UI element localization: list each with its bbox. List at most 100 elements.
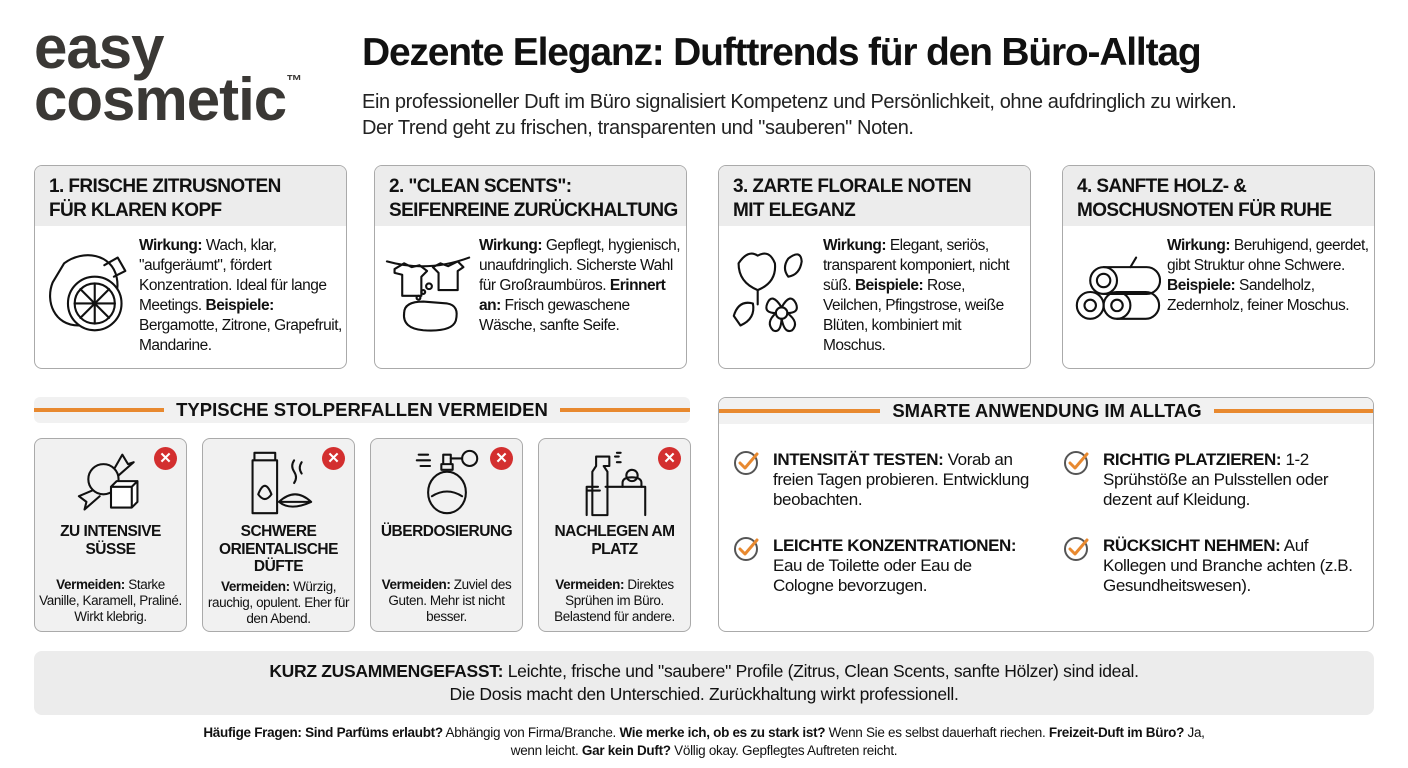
label: Vermeiden: (220, 578, 290, 594)
perfume-bottle-icon (409, 449, 485, 517)
label: Beispiele: (1167, 277, 1236, 294)
close-x-icon: ✕ (490, 447, 513, 470)
page-title: Dezente Eleganz: Dufttrends für den Büro… (362, 31, 1202, 74)
title-line: 3. ZARTE FLORALE NOTEN (733, 176, 972, 197)
label: RÜCKSICHT NEHMEN: (1103, 536, 1281, 555)
text: Direktes Sprühen im Büro. Belastend für … (554, 577, 675, 624)
trademark: ™ (286, 73, 303, 90)
text: Rose, Veilchen, Pfingstrose, weiße Blüte… (823, 277, 1004, 354)
text: Zuviel des Guten. Mehr ist nicht besser. (388, 577, 512, 624)
pitfall-title: ZU INTENSIVE SÜSSE (60, 523, 161, 558)
trend-card-text: Wirkung: Wach, klar, "aufgeräumt", förde… (139, 236, 343, 356)
text: Elegant, seriös, transparent komponiert,… (823, 237, 1010, 294)
trend-card-title: 3. ZARTE FLORALE NOTEN MIT ELEGANZ (719, 166, 1030, 226)
laundry-soap-icon (385, 244, 473, 340)
trend-card-text: Wirkung: Elegant, seriös, transparent ko… (823, 236, 1027, 356)
label: Vermeiden: (56, 577, 125, 592)
label: Beispiele: (205, 297, 275, 314)
title-line: MOSCHUSNOTEN FÜR RUHE (1077, 200, 1332, 221)
pitfall-title: NACHLEGEN AM PLATZ (554, 523, 675, 558)
trend-card: 4. SANFTE HOLZ- & MOSCHUSNOTEN FÜR RUHE Wi… (1062, 165, 1375, 369)
pitfall-text: Vermeiden: Starke Vanille, Karamell, Pra… (38, 574, 183, 625)
pitfall-text: Vermeiden: Direktes Sprühen im Büro. Bel… (542, 574, 687, 625)
trend-card-title: 2. "CLEAN SCENTS": SEIFENREINE ZURÜCKHALT… (375, 166, 686, 226)
trend-card: 3. ZARTE FLORALE NOTEN MIT ELEGANZ Wirkung… (718, 165, 1031, 369)
subtitle-line: Ein professioneller Duft im Büro signali… (362, 91, 1237, 113)
usage-tip: RICHTIG PLATZIEREN: 1-2 Sprühstöße an Pu… (1064, 450, 1365, 510)
summary-line2: Die Dosis macht den Unterschied. Zurückh… (449, 684, 959, 704)
label: Wirkung: (1167, 237, 1231, 254)
summary-label: KURZ ZUSAMMENGEFASST: (269, 661, 504, 681)
faq: Häufige Fragen: Sind Parfüms erlaubt? Ab… (190, 724, 1218, 760)
spray-desk-icon (577, 449, 653, 517)
faq-question: Häufige Fragen: Sind Parfüms erlaubt? (203, 725, 443, 740)
usage-tip: LEICHTE KONZENTRATIONEN: Eau de Toilette… (734, 536, 1035, 596)
title-line: 2. "CLEAN SCENTS": (389, 176, 572, 197)
pitfall-card: ✕ ZU INTENSIVE SÜSSE Vermeiden: Starke Van… (34, 438, 187, 632)
text: Bergamotte, Zitrone, Grapefruit, Mandari… (139, 317, 342, 354)
label: RICHTIG PLATZIEREN: (1103, 450, 1282, 469)
faq-question: Wie merke ich, ob es zu stark ist? (619, 725, 826, 740)
trend-card: 2. "CLEAN SCENTS": SEIFENREINE ZURÜCKHALT… (374, 165, 687, 369)
usage-heading: SMARTE ANWENDUNG IM ALLTAG (719, 398, 1373, 424)
text: Auf Kollegen und Branche achten (z.B. Ge… (1103, 536, 1353, 595)
usage-panel: SMARTE ANWENDUNG IM ALLTAG INTENSITÄT TE… (718, 397, 1374, 632)
text: Frisch gewaschene Wäsche, sanfte Seife. (479, 297, 630, 334)
trend-card-text: Wirkung: Beruhigend, geerdet, gibt Struk… (1167, 236, 1371, 316)
text: Starke Vanille, Karamell, Praliné. Wirkt… (39, 577, 182, 624)
trend-card: 1. FRISCHE ZITRUSNOTEN FÜR KLAREN KOPF Wir… (34, 165, 347, 369)
summary-box: KURZ ZUSAMMENGEFASST: Leichte, frische u… (34, 651, 1374, 715)
logo: easy cosmetic™ (34, 14, 303, 130)
logo-line2: cosmetic (34, 66, 287, 133)
usage-tip: RÜCKSICHT NEHMEN: Auf Kollegen und Branc… (1064, 536, 1365, 596)
close-x-icon: ✕ (658, 447, 681, 470)
label: Wirkung: (823, 237, 887, 254)
text: Würzig, rauchig, opulent. Eher für den A… (207, 578, 350, 626)
faq-answer: Ja, wenn leicht. (510, 725, 1205, 758)
logs-icon (1073, 244, 1162, 340)
lemon-icon (45, 244, 133, 340)
label: Wirkung: (479, 237, 543, 254)
faq-answer: Abhängig von Firma/Branche. (442, 725, 620, 740)
label: Beispiele: (854, 277, 924, 294)
subtitle-line: Der Trend geht zu frischen, transparente… (362, 117, 914, 139)
check-icon (1063, 450, 1089, 476)
faq-question: Gar kein Duft? (581, 743, 671, 758)
label: Wirkung: (139, 237, 203, 254)
pitfall-card: ✕ ÜBERDOSIERUNG Vermeiden: Zuviel des Gute… (370, 438, 523, 632)
pitfalls-heading-label: TYPISCHE STOLPERFALLEN VERMEIDEN (164, 399, 560, 420)
usage-tip: INTENSITÄT TESTEN: Vorab an freien Tagen… (734, 450, 1035, 510)
trend-card-title: 1. FRISCHE ZITRUSNOTEN FÜR KLAREN KOPF (35, 166, 346, 226)
pitfall-card: ✕ NACHLEGEN AM PLATZ Vermeiden: Direktes S… (538, 438, 691, 632)
pitfall-text: Vermeiden: Zuviel des Guten. Mehr ist ni… (374, 574, 519, 625)
text: 1-2 Sprühstöße an Pulsstellen oder dezen… (1103, 450, 1329, 509)
label: LEICHTE KONZENTRATIONEN: (773, 536, 1017, 555)
pitfall-text: Vermeiden: Würzig, rauchig, opulent. Ehe… (206, 576, 351, 627)
text: Sandelholz, Zedernholz, feiner Moschus. (1167, 277, 1350, 314)
faq-question: Freizeit-Duft im Büro? (1048, 725, 1185, 740)
title-line: 4. SANFTE HOLZ- & (1077, 176, 1247, 197)
label: Erinnert an: (479, 277, 666, 314)
text: Gepflegt, hygienisch, unaufdringlich. Si… (479, 237, 681, 294)
trend-card-text: Wirkung: Gepflegt, hygienisch, unaufdrin… (479, 236, 683, 336)
pitfalls-heading: TYPISCHE STOLPERFALLEN VERMEIDEN (34, 397, 690, 423)
pitfall-card: ✕ SCHWERE ORIENTALISCHE DÜFTE Vermeiden: W… (202, 438, 355, 632)
close-x-icon: ✕ (154, 447, 177, 470)
check-icon (1063, 536, 1089, 562)
logo-line1: easy (34, 14, 164, 81)
title-line: MIT ELEGANZ (733, 200, 856, 221)
pitfall-title: ÜBERDOSIERUNG (380, 523, 513, 540)
text: Vorab an freien Tagen probieren. Entwick… (773, 450, 1029, 509)
candy-sugar-icon (73, 449, 149, 517)
summary-line1: Leichte, frische und "saubere" Profile (… (503, 661, 1139, 681)
text: Beruhigend, geerdet, gibt Struktur ohne … (1167, 237, 1369, 274)
label: Vermeiden: (381, 577, 451, 592)
label: Vermeiden: (555, 577, 625, 592)
usage-heading-label: SMARTE ANWENDUNG IM ALLTAG (880, 400, 1214, 421)
spice-bottle-icon (241, 449, 317, 517)
check-icon (733, 536, 759, 562)
title-line: FÜR KLAREN KOPF (49, 200, 222, 221)
title-line: 1. FRISCHE ZITRUSNOTEN (49, 176, 281, 197)
faq-answer: Völlig okay. Gepflegtes Auftreten reicht… (670, 743, 898, 758)
check-icon (733, 450, 759, 476)
